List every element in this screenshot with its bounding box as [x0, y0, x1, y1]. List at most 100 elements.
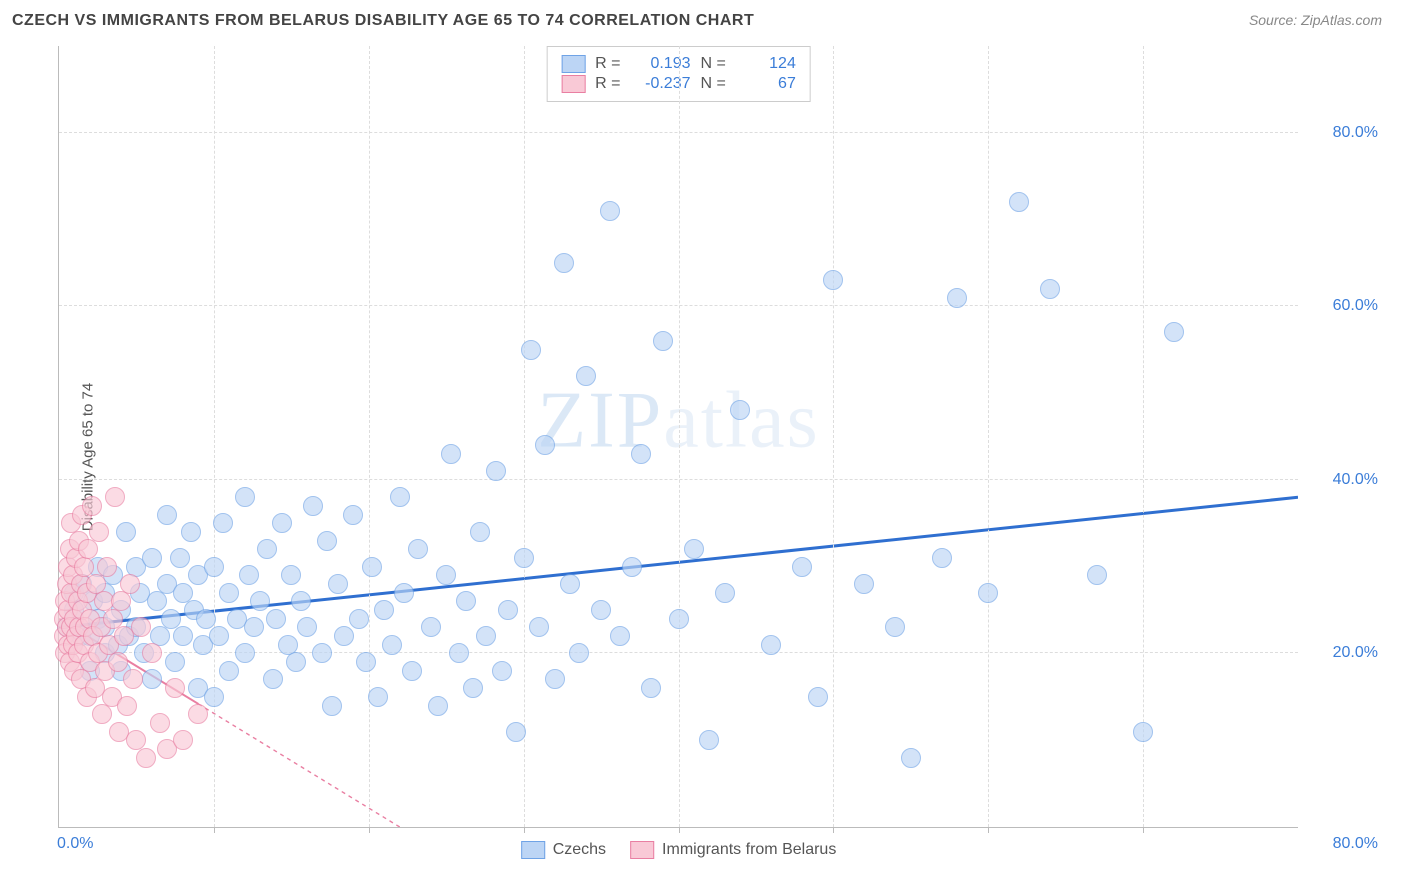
- scatter-point-czechs: [449, 643, 469, 663]
- scatter-point-czechs: [147, 591, 167, 611]
- scatter-point-belarus: [120, 574, 140, 594]
- scatter-point-czechs: [1164, 322, 1184, 342]
- x-tick-mark: [524, 827, 525, 833]
- gridline-vertical: [679, 46, 680, 827]
- scatter-point-belarus: [123, 669, 143, 689]
- scatter-point-czechs: [408, 539, 428, 559]
- gridline-vertical: [1143, 46, 1144, 827]
- scatter-point-czechs: [368, 687, 388, 707]
- gridline-vertical: [988, 46, 989, 827]
- scatter-point-czechs: [560, 574, 580, 594]
- scatter-point-czechs: [470, 522, 490, 542]
- scatter-point-czechs: [808, 687, 828, 707]
- scatter-point-czechs: [641, 678, 661, 698]
- scatter-point-belarus: [74, 557, 94, 577]
- scatter-point-czechs: [699, 730, 719, 750]
- scatter-point-czechs: [521, 340, 541, 360]
- r-value: -0.237: [631, 75, 691, 93]
- scatter-point-czechs: [428, 696, 448, 716]
- scatter-point-belarus: [173, 730, 193, 750]
- scatter-point-czechs: [1040, 279, 1060, 299]
- gridline-vertical: [214, 46, 215, 827]
- scatter-point-czechs: [204, 687, 224, 707]
- scatter-point-czechs: [257, 539, 277, 559]
- scatter-point-czechs: [170, 548, 190, 568]
- scatter-point-belarus: [117, 696, 137, 716]
- scatter-point-czechs: [498, 600, 518, 620]
- x-tick-mark: [1143, 827, 1144, 833]
- scatter-point-czechs: [235, 643, 255, 663]
- scatter-point-czechs: [730, 400, 750, 420]
- scatter-point-czechs: [456, 591, 476, 611]
- scatter-point-czechs: [545, 669, 565, 689]
- scatter-point-czechs: [250, 591, 270, 611]
- scatter-point-czechs: [631, 444, 651, 464]
- scatter-point-czechs: [165, 652, 185, 672]
- scatter-point-czechs: [362, 557, 382, 577]
- scatter-point-belarus: [97, 557, 117, 577]
- y-tick-label: 80.0%: [1308, 124, 1378, 142]
- scatter-point-czechs: [291, 591, 311, 611]
- scatter-point-czechs: [157, 505, 177, 525]
- scatter-point-czechs: [506, 722, 526, 742]
- legend-item: Immigrants from Belarus: [630, 841, 836, 859]
- legend-swatch: [630, 841, 654, 859]
- x-tick-mark: [988, 827, 989, 833]
- legend-label: Czechs: [553, 841, 606, 859]
- scatter-point-czechs: [947, 288, 967, 308]
- plot-area: ZIPatlas R =0.193N =124R =-0.237N =67 0.…: [58, 46, 1298, 828]
- scatter-point-czechs: [161, 609, 181, 629]
- scatter-point-czechs: [529, 617, 549, 637]
- scatter-point-czechs: [885, 617, 905, 637]
- scatter-point-czechs: [1009, 192, 1029, 212]
- stats-swatch: [561, 75, 585, 93]
- scatter-point-czechs: [303, 496, 323, 516]
- legend-item: Czechs: [521, 841, 606, 859]
- scatter-point-czechs: [263, 669, 283, 689]
- scatter-point-belarus: [188, 704, 208, 724]
- scatter-point-czechs: [669, 609, 689, 629]
- gridline-vertical: [369, 46, 370, 827]
- x-tick-mark: [214, 827, 215, 833]
- scatter-point-czechs: [684, 539, 704, 559]
- scatter-point-czechs: [272, 513, 292, 533]
- scatter-point-czechs: [286, 652, 306, 672]
- n-value: 124: [736, 55, 796, 73]
- scatter-point-czechs: [209, 626, 229, 646]
- scatter-point-czechs: [235, 487, 255, 507]
- chart-container: Disability Age 65 to 74 ZIPatlas R =0.19…: [18, 46, 1388, 868]
- scatter-point-czechs: [569, 643, 589, 663]
- series-legend: Czechs Immigrants from Belarus: [521, 841, 837, 859]
- scatter-point-czechs: [297, 617, 317, 637]
- scatter-point-czechs: [535, 435, 555, 455]
- r-label: R =: [595, 75, 620, 93]
- gridline-vertical: [833, 46, 834, 827]
- scatter-point-belarus: [142, 643, 162, 663]
- scatter-point-belarus: [108, 652, 128, 672]
- scatter-point-czechs: [356, 652, 376, 672]
- scatter-point-czechs: [219, 583, 239, 603]
- legend-label: Immigrants from Belarus: [662, 841, 836, 859]
- scatter-point-czechs: [514, 548, 534, 568]
- scatter-point-czechs: [239, 565, 259, 585]
- scatter-point-czechs: [421, 617, 441, 637]
- x-tick-mark: [833, 827, 834, 833]
- scatter-point-czechs: [244, 617, 264, 637]
- scatter-point-czechs: [554, 253, 574, 273]
- scatter-point-czechs: [266, 609, 286, 629]
- scatter-point-czechs: [173, 626, 193, 646]
- scatter-point-czechs: [436, 565, 456, 585]
- x-tick-mark: [369, 827, 370, 833]
- scatter-point-czechs: [334, 626, 354, 646]
- y-tick-label: 60.0%: [1308, 297, 1378, 315]
- scatter-point-czechs: [402, 661, 422, 681]
- scatter-point-belarus: [105, 487, 125, 507]
- scatter-point-czechs: [492, 661, 512, 681]
- scatter-point-czechs: [322, 696, 342, 716]
- scatter-point-czechs: [901, 748, 921, 768]
- scatter-point-belarus: [136, 748, 156, 768]
- r-value: 0.193: [631, 55, 691, 73]
- scatter-point-czechs: [394, 583, 414, 603]
- scatter-point-czechs: [823, 270, 843, 290]
- scatter-point-czechs: [142, 669, 162, 689]
